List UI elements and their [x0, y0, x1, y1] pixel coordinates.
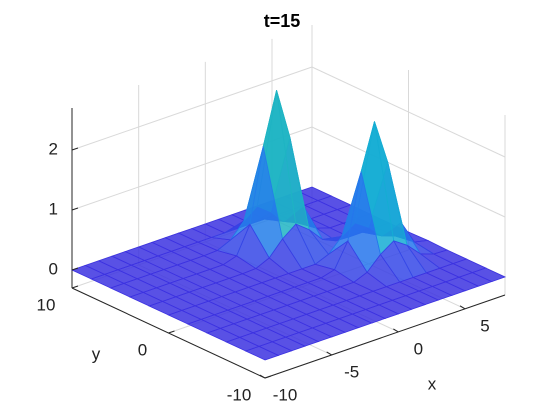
x-tick-label: 0	[414, 339, 423, 358]
tick-mark	[264, 375, 272, 379]
y-tick-label: -10	[227, 385, 252, 404]
x-tick-label: -10	[273, 385, 298, 404]
x-axis-label: x	[428, 374, 437, 393]
z-tick-label: 1	[49, 199, 58, 218]
tick-mark	[71, 207, 79, 211]
tick-mark	[71, 267, 79, 271]
y-tick-label: 10	[37, 295, 56, 314]
chart-title: t=15	[264, 11, 301, 31]
y-axis-label: y	[92, 344, 101, 363]
tick-mark	[459, 305, 466, 310]
tick-mark	[168, 330, 175, 334]
tick-mark	[71, 147, 79, 151]
tick-mark	[259, 374, 266, 379]
x-tick-label: 5	[480, 316, 489, 335]
tick-mark	[393, 328, 399, 333]
z-tick-label: 2	[49, 139, 58, 158]
x-tick-label: -5	[344, 362, 359, 381]
tick-mark	[71, 285, 79, 289]
tick-mark	[326, 351, 332, 356]
z-tick-label: 0	[49, 259, 58, 278]
mesh-cell	[244, 345, 280, 361]
y-tick-label: 0	[138, 340, 147, 359]
